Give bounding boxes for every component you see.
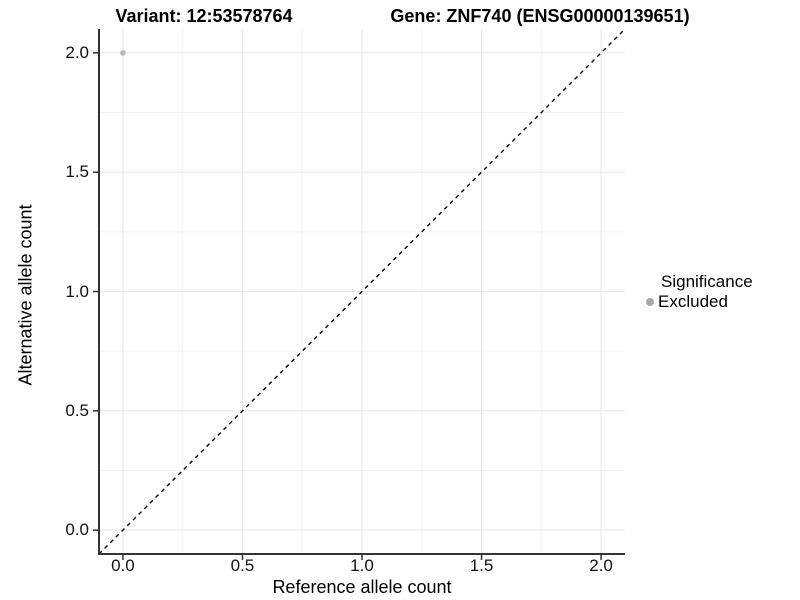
legend-marker-circle-icon <box>646 298 654 306</box>
x-tick-label: 0.5 <box>230 556 255 575</box>
identity-dashed-line <box>98 28 626 555</box>
plot-title-gene: Gene: ZNF740 (ENSG00000139651) <box>390 6 690 26</box>
legend-item-excluded: Excluded <box>642 293 753 311</box>
y-tick-label: 1.0 <box>65 281 89 301</box>
y-tick-label: 1.5 <box>65 162 89 182</box>
plot-title-variant: Variant: 12:53578764 <box>115 6 293 26</box>
x-tick-label: 1.5 <box>469 556 494 575</box>
x-axis-title: Reference allele count <box>272 577 452 597</box>
data-point <box>120 50 126 56</box>
y-tick-label: 2.0 <box>65 42 89 62</box>
legend-item-label: Excluded <box>658 292 728 311</box>
y-tick-label: 0.5 <box>65 400 89 420</box>
y-axis-title: Alternative allele count <box>15 204 36 386</box>
legend: Significance Excluded <box>642 271 753 311</box>
legend-title: Significance <box>661 272 753 291</box>
x-tick-label: 2.0 <box>589 556 613 575</box>
x-tick-label: 1.0 <box>350 556 374 575</box>
y-tick-label: 0.0 <box>65 520 89 540</box>
x-tick-label: 0.0 <box>111 556 135 575</box>
